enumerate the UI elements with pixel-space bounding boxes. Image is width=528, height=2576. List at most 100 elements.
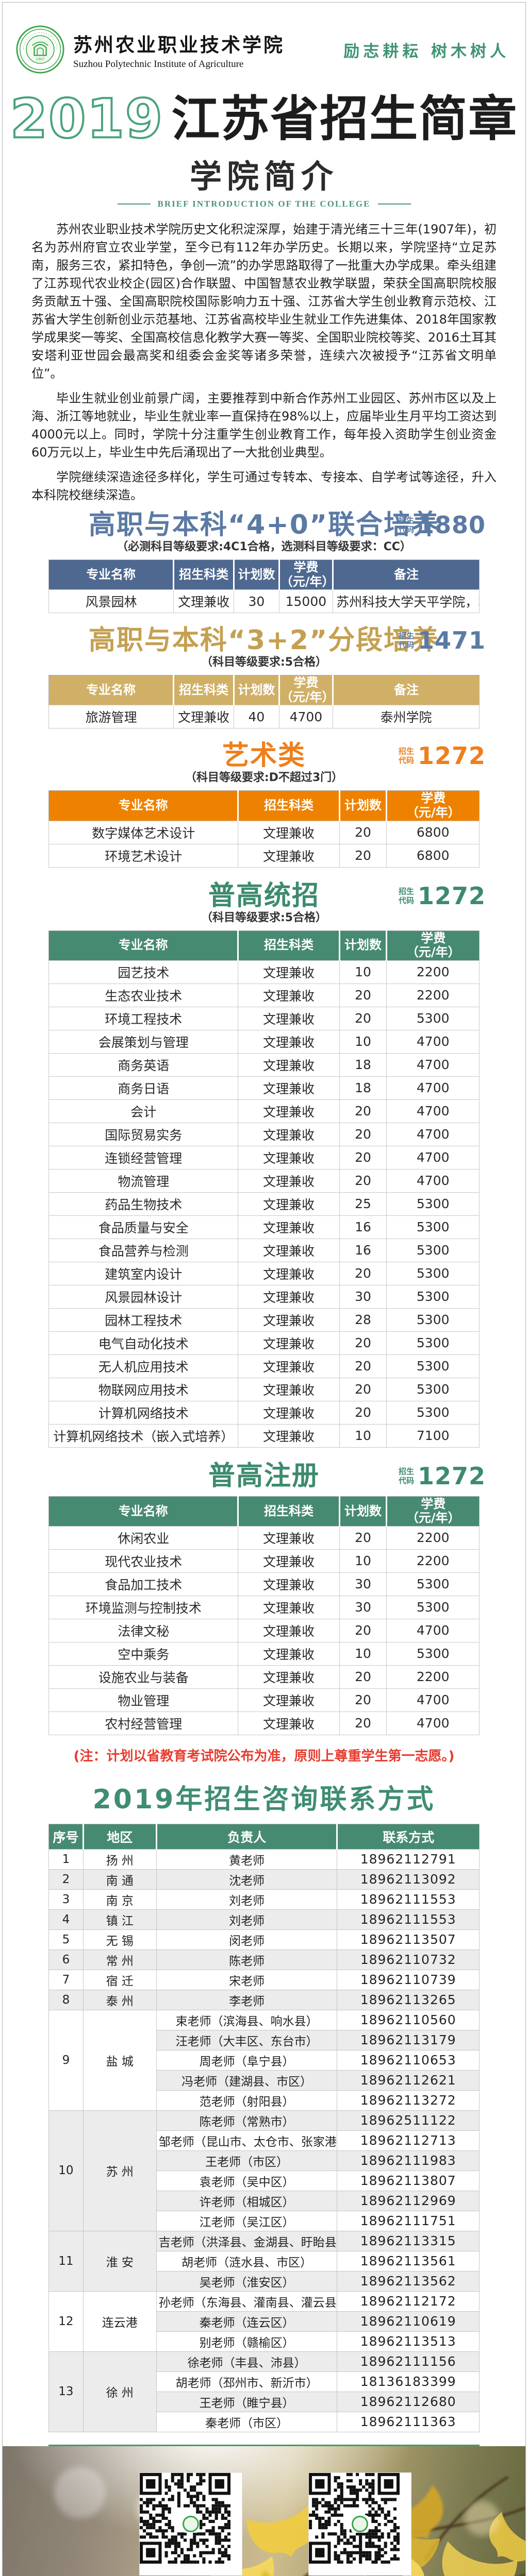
cell-region: 无 锡 bbox=[82, 1929, 157, 1950]
table-cell: 食品营养与检测 bbox=[48, 1238, 239, 1262]
cell-person: 王老师（睢宁县） bbox=[156, 2391, 338, 2412]
photo-section: 苏农招生 学院官微 bbox=[3, 2446, 525, 2576]
table-cell: 25 bbox=[339, 1192, 387, 1216]
cell-person: 黄老师 bbox=[156, 1849, 338, 1870]
table-cell: 文理兼收 bbox=[238, 843, 340, 868]
table-cell: 法律文秘 bbox=[48, 1618, 239, 1642]
cell-person: 束老师（滨海县、响水县） bbox=[156, 2009, 338, 2030]
section-note: （科目等级要求:5合格） bbox=[201, 656, 327, 669]
header: 1907 苏州农业职业技术学院 Suzhou Polytechnic Insti… bbox=[15, 24, 513, 75]
cell-no: 1 bbox=[48, 1849, 84, 1870]
table-body: 休闲农业 文理兼收 20 2200 现代农业技术 文理兼收 10 2200 食品加工技术 文理兼收… bbox=[48, 1526, 480, 1735]
table-header-row: 专业名称 招生科类 计划数 学费 （元/年） 备注 bbox=[48, 675, 480, 705]
table-cell: 旅游管理 bbox=[48, 705, 174, 729]
cell-person: 邹老师（昆山市、太仓市、张家港市） bbox=[156, 2130, 338, 2151]
section-title: 普高注册 bbox=[208, 1460, 320, 1492]
cell-phone: 18962110739 bbox=[337, 1969, 480, 1990]
table-row: 设施农业与装备 文理兼收 20 2200 bbox=[48, 1665, 480, 1689]
table-cell: 风景园林设计 bbox=[48, 1284, 239, 1309]
cell-person: 王老师（市区） bbox=[156, 2150, 338, 2171]
table-cell: 环境监测与控制技术 bbox=[48, 1595, 239, 1619]
section-title: 普高统招 bbox=[208, 880, 320, 911]
table-header-cell: 计划数 bbox=[338, 790, 387, 821]
cell-phone: 18962113807 bbox=[337, 2170, 480, 2191]
table-cell: 文理兼收 bbox=[238, 1006, 340, 1030]
table-row: 汪老师（大丰区、东台市） 18962113179 bbox=[49, 2029, 480, 2050]
table-cell: 苏州科技大学天平学院，本二批次 bbox=[333, 589, 480, 614]
table-header-cell: 专业名称 bbox=[48, 1496, 238, 1527]
table-cell: 文理兼收 bbox=[238, 1618, 340, 1642]
table-row: 食品营养与检测 文理兼收 16 5300 bbox=[48, 1238, 480, 1262]
table-row: 食品加工技术 文理兼收 30 5300 bbox=[48, 1572, 480, 1596]
table-row: 园林工程技术 文理兼收 28 5300 bbox=[48, 1308, 480, 1332]
table-header-cell: 招生科类 bbox=[237, 1496, 340, 1527]
admission-code-label: 招生 代码 bbox=[398, 631, 414, 650]
cell-region: 宿 迁 bbox=[82, 1969, 157, 1990]
table-cell: 文理兼收 bbox=[238, 1261, 340, 1285]
table-cell: 文理兼收 bbox=[238, 1076, 340, 1100]
table-cell: 风景园林 bbox=[48, 589, 174, 614]
admission-code-label: 招生 代码 bbox=[398, 886, 414, 905]
cell-phone: 18962111553 bbox=[337, 1909, 480, 1930]
cell-region: 镇 江 bbox=[82, 1909, 157, 1930]
table-cell: 电气自动化技术 bbox=[48, 1331, 239, 1355]
table-header-cell: 学费 （元/年） bbox=[386, 1496, 480, 1527]
table-cell: 20 bbox=[339, 1099, 387, 1123]
table-cell: 物流管理 bbox=[48, 1168, 239, 1193]
table-row: 药品生物技术 文理兼收 25 5300 bbox=[48, 1192, 480, 1216]
plan-table: 专业名称 招生科类 计划数 学费 （元/年） 数字媒体艺术设计 文理兼收 20 6800 环境艺… bbox=[48, 790, 480, 868]
table-row: 许老师（相城区） 18962112969 bbox=[49, 2190, 480, 2211]
table-header-cell: 学费 （元/年） bbox=[386, 790, 480, 821]
admission-code-badge: 招生 代码 1272 bbox=[399, 1462, 486, 1490]
section-registration: 普高注册 招生 代码 1272 专业名称 招生科类 计划数 学费 （元/年） 休闲农业 文理兼收… bbox=[0, 1462, 528, 1735]
table-row: 物业管理 文理兼收 20 4700 bbox=[48, 1688, 480, 1712]
table-row: 商务日语 文理兼收 18 4700 bbox=[48, 1076, 480, 1100]
title-text: 江苏省招生简章 bbox=[171, 90, 518, 147]
table-row: 周老师（阜宁县） 18962110653 bbox=[49, 2049, 480, 2071]
admission-code-number: 1272 bbox=[417, 1462, 486, 1490]
table-cell: 10 bbox=[339, 1029, 387, 1054]
table-cell: 文理兼收 bbox=[238, 1284, 340, 1309]
cell-person: 秦老师（市区） bbox=[156, 2411, 338, 2432]
plan-table: 专业名称 招生科类 计划数 学费 （元/年） 备注 风景园林 文理兼收 30 15000 苏州科技… bbox=[48, 560, 480, 614]
school-motto: 励志耕耘 树木树人 bbox=[343, 42, 509, 61]
table-row: 12 连云港 孙老师（东海县、灌南县、灌云县） 18962112172 bbox=[48, 2291, 480, 2352]
admission-code-label: 招生 代码 bbox=[398, 1466, 414, 1485]
table-cell: 4700 bbox=[386, 1029, 480, 1054]
table-row: 王老师（市区） 18962111983 bbox=[49, 2150, 480, 2171]
cell-person: 孙老师（东海县、灌南县、灌云县） bbox=[156, 2291, 338, 2312]
table-cell: 20 bbox=[339, 1688, 387, 1712]
table-row: 物流管理 文理兼收 20 4700 bbox=[48, 1168, 480, 1193]
table-header-cell: 招生科类 bbox=[237, 930, 340, 961]
cell-person: 江老师（吴江区） bbox=[156, 2210, 338, 2231]
table-cell: 20 bbox=[339, 1618, 387, 1642]
table-cell: 食品加工技术 bbox=[48, 1572, 239, 1596]
plan-note: (注：计划以省教育考试院公布为准，原则上尊重学生第一志愿。) bbox=[73, 1748, 455, 1764]
cell-phone: 18962113507 bbox=[337, 1929, 480, 1950]
table-cell: 40 bbox=[234, 705, 279, 729]
table-cell: 文理兼收 bbox=[238, 1215, 340, 1239]
table-body: 旅游管理 文理兼收 40 4700 泰州学院 bbox=[48, 705, 480, 729]
cell-person: 宋老师 bbox=[156, 1969, 338, 1990]
table-cell: 文理兼收 bbox=[238, 1145, 340, 1170]
cell-phone: 18962112969 bbox=[337, 2190, 480, 2211]
cell-person: 吉老师（洪泽县、金湖县、盱眙县） bbox=[156, 2230, 338, 2251]
table-row: 11 淮 安吉老师（洪泽县、金湖县、盱眙县） 18962113315 bbox=[48, 2230, 480, 2292]
cell-no: 7 bbox=[48, 1969, 84, 1990]
title-year: 2019 bbox=[9, 87, 164, 150]
table-cell: 无人机应用技术 bbox=[48, 1354, 239, 1378]
table-cell: 文理兼收 bbox=[238, 1423, 340, 1448]
table-cell: 30 bbox=[339, 1572, 387, 1596]
table-cell: 20 bbox=[339, 1006, 387, 1030]
table-cell: 设施农业与装备 bbox=[48, 1665, 239, 1689]
table-cell: 20 bbox=[339, 1400, 387, 1425]
cell-person: 陈老师（常熟市） bbox=[156, 2110, 338, 2131]
table-row: 环境工程技术 文理兼收 20 5300 bbox=[48, 1006, 480, 1030]
cell-no: 13 bbox=[48, 2351, 84, 2432]
section-note: （必测科目等级要求:4C1合格，选测科目等级要求：CC） bbox=[117, 540, 411, 553]
table-header-cell: 计划数 bbox=[233, 560, 279, 590]
table-cell: 文理兼收 bbox=[238, 1168, 340, 1193]
school-name-block: 苏州农业职业技术学院 Suzhou Polytechnic Institute … bbox=[73, 29, 285, 70]
